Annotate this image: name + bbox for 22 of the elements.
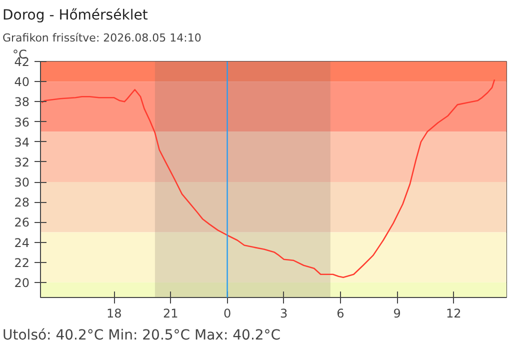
chart-title: Dorog - Hőmérséklet [2,8,148,24]
line-series [41,78,496,278]
y-tick-label: 38 [14,95,30,110]
x-tick-label: 18 [106,306,122,320]
x-tick-label: 9 [393,306,401,320]
text: Utolsó: 40.2°C Min: 20.5°C Max: 40.2°C [2,328,281,344]
chart-subtitle: Grafikon frissítve: 2026.08.05 14:10 [2,32,202,44]
y-tick-label: 20 [14,276,30,290]
y-tick-label: 32 [14,155,30,170]
x-tick-label: 12 [446,306,462,320]
y-tick-label: 40 [14,75,30,90]
y-tick-label: 22 [14,256,30,270]
y-tick-label: 36 [14,115,30,130]
x-tick-label: 0 [223,306,232,320]
y-tick-label: 24 [14,236,30,250]
x-tick-label: 21 [163,306,178,320]
y-tick-label: 26 [14,216,30,230]
y-tick-label: 28 [14,196,30,210]
y-tick-label: 34 [14,135,30,150]
y-tick-label: 30 [14,176,30,190]
x-tick-label: 3 [280,306,288,320]
x-tick-label: 6 [336,306,344,320]
